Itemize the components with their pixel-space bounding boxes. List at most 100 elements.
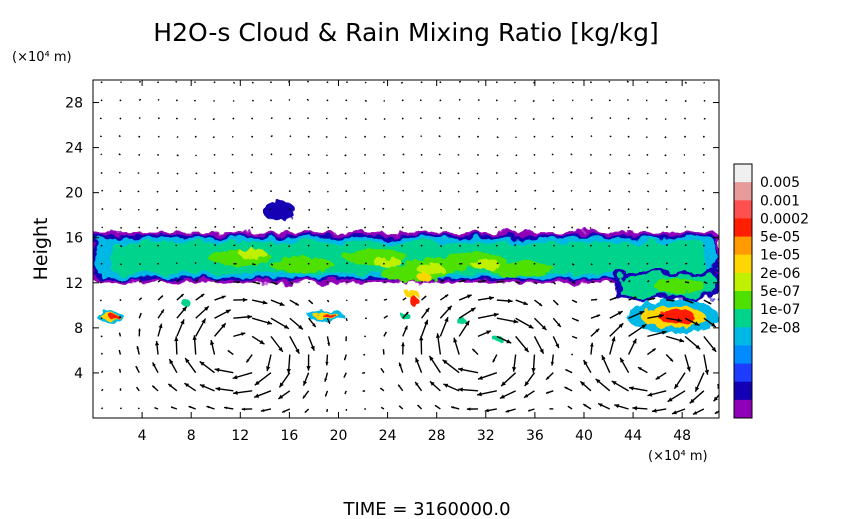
vector-dot — [326, 262, 329, 265]
vector-arrowhead — [417, 404, 420, 407]
colorbar-label: 5e-05 — [760, 230, 800, 246]
vector-dot — [232, 117, 235, 120]
vector-arrowhead — [154, 407, 156, 409]
vector-arrowhead — [158, 323, 163, 329]
vector-arrowhead — [309, 191, 311, 193]
colorbar-frame — [733, 163, 753, 419]
vector-dot — [646, 244, 649, 247]
vector-dot — [495, 81, 498, 84]
vector-dot — [477, 153, 479, 156]
vector-arrowhead — [539, 348, 544, 354]
vector-arrowhead — [708, 301, 712, 305]
vector-arrowhead — [213, 119, 214, 120]
vector-arrowhead — [484, 408, 489, 413]
vector-arrowhead — [714, 410, 718, 414]
x-tick-label: 48 — [673, 428, 691, 444]
vector-arrowhead — [655, 375, 661, 380]
vector-arrowhead — [611, 281, 613, 282]
vector-arrowhead — [302, 395, 306, 399]
vector-arrowhead — [442, 280, 444, 282]
vector-arrowhead — [637, 367, 642, 371]
vector-arrowhead — [608, 209, 610, 211]
vector-dot — [533, 135, 536, 138]
vector-arrowhead — [366, 281, 368, 282]
vector-arrowhead — [439, 117, 440, 118]
vector-arrowhead — [298, 324, 303, 330]
vector-dot — [552, 117, 555, 120]
vector-arrowhead — [286, 368, 291, 374]
vector-dot — [590, 172, 592, 174]
vector-arrowhead — [692, 411, 698, 415]
vector-arrowhead — [570, 153, 572, 155]
vector-arrowhead — [702, 190, 704, 191]
vector-arrowhead — [344, 392, 346, 395]
vector-arrowhead — [170, 406, 174, 409]
colorbar-swatch — [734, 291, 752, 310]
colorbar-swatch — [734, 399, 752, 419]
x-axis: 4 8 12 16 20 24 28 32 36 40 44 48 — [138, 80, 691, 444]
colorbar-label: 2e-08 — [760, 320, 800, 336]
colorbar-label: 2e-06 — [760, 266, 800, 282]
vector-arrowhead — [177, 173, 179, 175]
vector-arrowhead — [192, 335, 197, 340]
vector-arrowhead — [689, 398, 695, 404]
vector-dot — [590, 153, 592, 156]
vector-arrowhead — [441, 246, 442, 247]
vector-arrowhead — [667, 397, 673, 402]
vector-arrowhead — [102, 370, 103, 372]
vector-arrowhead — [549, 408, 551, 410]
vector-arrowhead — [629, 280, 631, 282]
vector-arrowhead — [204, 306, 209, 311]
cloud-core-patch — [653, 278, 706, 293]
vector-arrowhead — [154, 341, 160, 346]
vector-arrowhead — [575, 300, 577, 303]
vector-arrowhead — [401, 342, 405, 347]
vector-arrowhead — [213, 137, 214, 138]
vector-arrowhead — [472, 348, 476, 352]
vector-dot — [270, 99, 272, 102]
y-tick-label: 8 — [74, 321, 83, 337]
vector-dot — [646, 262, 649, 265]
vector-dot — [157, 81, 159, 84]
vector-arrowhead — [620, 357, 625, 363]
vector-arrowhead — [424, 295, 427, 298]
vector-arrow — [723, 355, 727, 372]
vector-arrowhead — [135, 366, 138, 369]
vector-arrowhead — [702, 208, 703, 209]
vector-arrowhead — [283, 324, 289, 329]
vector-arrowhead — [174, 336, 179, 342]
plot-frame — [92, 79, 720, 419]
vector-arrowhead — [629, 191, 630, 193]
cloud-patch — [180, 298, 191, 305]
vector-arrowhead — [641, 324, 647, 329]
vector-arrowhead — [271, 135, 273, 137]
vector-dot — [270, 244, 272, 247]
vector-dot — [627, 135, 630, 138]
vector-arrowhead — [639, 311, 645, 316]
vector-arrowhead — [215, 386, 221, 392]
vector-dot — [533, 262, 536, 265]
vector-arrowhead — [507, 298, 513, 304]
vector-dot — [571, 208, 574, 211]
vector-dot — [495, 244, 498, 247]
x-tick-label: 28 — [428, 428, 446, 444]
vector-arrowhead — [180, 319, 185, 325]
vector-arrowhead — [713, 396, 719, 402]
vector-arrowhead — [555, 302, 559, 305]
vector-dot — [100, 262, 103, 265]
vector-dot — [571, 117, 574, 120]
vector-dot — [364, 226, 366, 229]
vector-arrowhead — [463, 279, 466, 282]
vector-arrowhead — [595, 298, 598, 301]
vector-arrowhead — [667, 244, 668, 246]
vector-arrowhead — [535, 190, 537, 191]
vector-arrowhead — [274, 282, 278, 285]
vector-arrowhead — [685, 100, 687, 102]
vector-arrowhead — [120, 407, 122, 409]
vector-arrowhead — [667, 226, 668, 228]
cloud-core-patch — [490, 261, 555, 278]
vector-dot — [194, 226, 197, 229]
y-axis-unit: (×10⁴ m) — [12, 50, 72, 65]
vector-arrowhead — [724, 154, 725, 155]
vector-arrowhead — [403, 171, 405, 173]
